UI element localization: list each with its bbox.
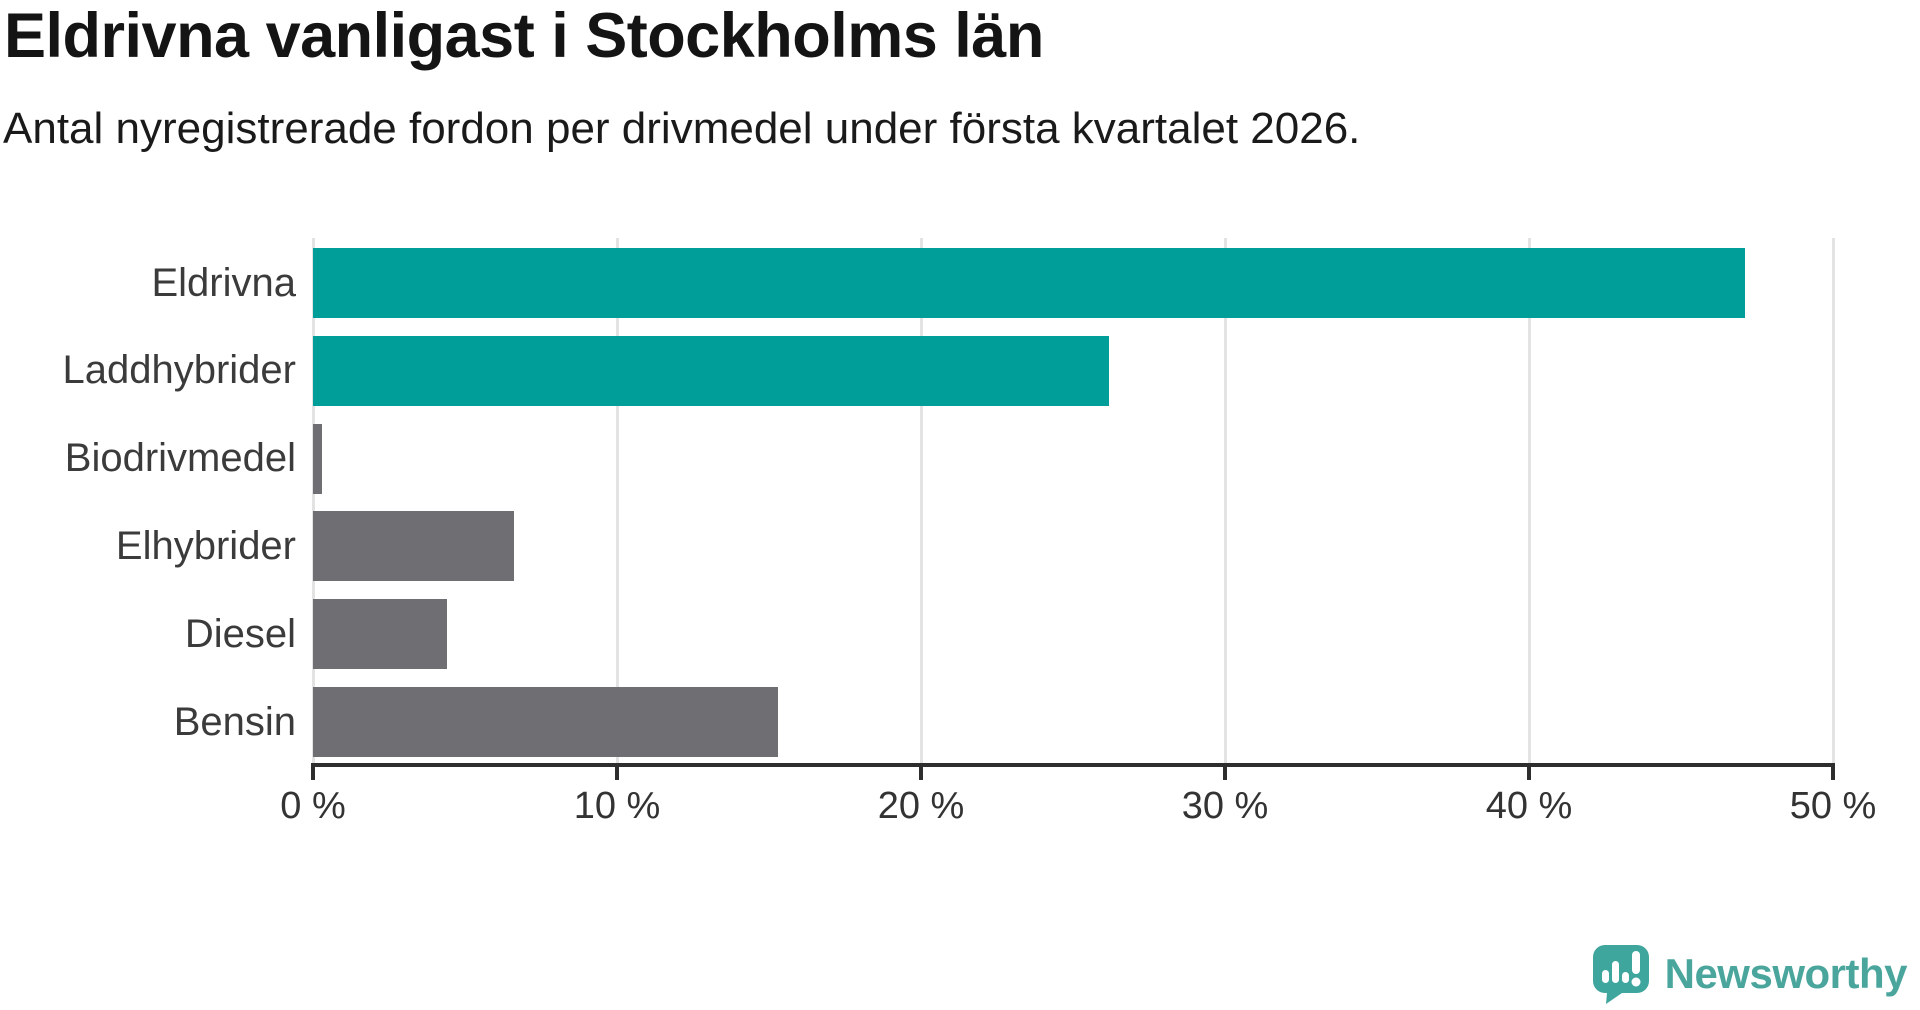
gridline-40pct — [1528, 238, 1531, 765]
newsworthy-speech-bubble-icon — [1592, 945, 1649, 1004]
category-label-diesel: Diesel — [184, 611, 296, 656]
bar-eldrivna — [313, 248, 1745, 318]
gridline-30pct — [1224, 238, 1227, 765]
bar-laddhybrider — [313, 335, 1110, 406]
gridline-50pct — [1832, 238, 1835, 765]
x-axis-tick-label-10pct: 10 % — [573, 785, 661, 827]
x-axis-tick-40pct — [1527, 767, 1531, 780]
bar-elhybrider — [313, 511, 514, 582]
gridline-10pct — [616, 238, 619, 765]
mini-bar-2 — [1611, 961, 1619, 983]
x-axis-tick-0pct — [311, 767, 315, 780]
bar-diesel — [313, 599, 447, 670]
x-axis-line — [311, 763, 1835, 767]
category-label-biodrivmedel: Biodrivmedel — [64, 436, 296, 481]
category-label-eldrivna: Eldrivna — [151, 260, 296, 305]
bar-bensin — [313, 687, 779, 757]
mini-bar-3 — [1621, 972, 1629, 983]
x-axis-tick-20pct — [919, 767, 923, 780]
chart-title: Eldrivna vanligast i Stockholms län — [4, 1, 1044, 71]
category-label-elhybrider: Elhybrider — [115, 523, 296, 568]
mini-bar-1 — [1601, 970, 1609, 983]
x-axis-tick-label-40pct: 40 % — [1485, 785, 1573, 827]
category-label-laddhybrider: Laddhybrider — [62, 348, 297, 393]
newsworthy-logo: Newsworthy — [1592, 944, 1908, 1004]
speech-bubble-shape — [1592, 945, 1649, 1004]
category-label-bensin: Bensin — [173, 699, 296, 744]
x-axis-tick-50pct — [1831, 767, 1835, 780]
chart-subtitle: Antal nyregistrerade fordon per drivmede… — [3, 104, 1361, 153]
newsworthy-logo-text: Newsworthy — [1664, 950, 1908, 997]
gridline-0pct — [312, 238, 315, 765]
exclamation-dot — [1631, 977, 1641, 987]
x-axis-tick-10pct — [615, 767, 619, 780]
bar-biodrivmedel — [313, 423, 323, 494]
x-axis-tick-label-0pct: 0 % — [280, 785, 346, 827]
x-axis-tick-30pct — [1223, 767, 1227, 780]
x-axis-tick-label-50pct: 50 % — [1789, 785, 1877, 827]
gridline-20pct — [920, 238, 923, 765]
exclamation-bar — [1631, 951, 1640, 974]
x-axis-tick-label-30pct: 30 % — [1181, 785, 1269, 827]
x-axis-tick-label-20pct: 20 % — [877, 785, 965, 827]
